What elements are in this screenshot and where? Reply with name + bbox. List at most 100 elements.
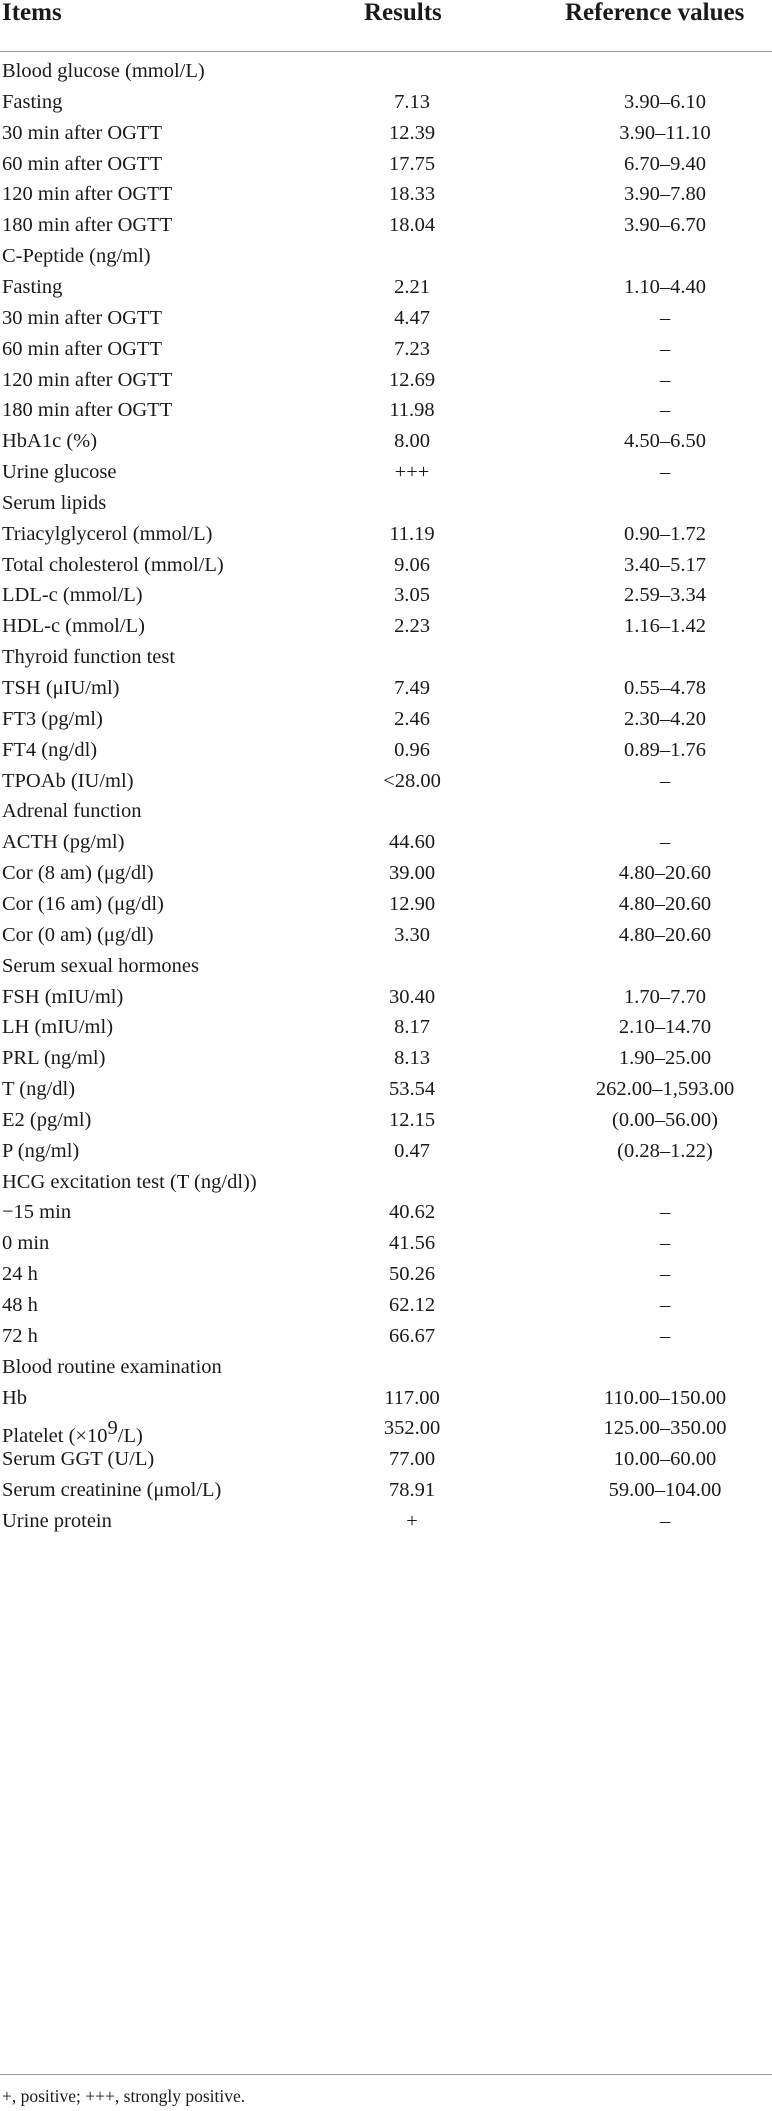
row-result: 0.47 bbox=[394, 1139, 430, 1162]
table-row: Thyroid function test bbox=[0, 637, 772, 678]
row-item: 180 min after OGTT bbox=[2, 399, 173, 422]
table-row: Urine glucose +++ – bbox=[0, 452, 772, 493]
row-item: Blood routine examination bbox=[2, 1355, 222, 1378]
row-item: Urine protein bbox=[2, 1509, 112, 1532]
row-reference-value: 4.80–20.60 bbox=[618, 862, 712, 885]
row-reference-value: 125.00–350.00 bbox=[603, 1417, 727, 1440]
row-reference-value: – bbox=[659, 831, 671, 854]
row-result: +++ bbox=[394, 461, 430, 484]
row-reference-value: – bbox=[659, 1201, 671, 1224]
row-result: <28.00 bbox=[383, 769, 441, 792]
row-reference-value: – bbox=[659, 769, 671, 792]
row-reference-value: 59.00–104.00 bbox=[608, 1479, 722, 1502]
row-reference-value: 4.80–20.60 bbox=[618, 923, 712, 946]
row-item: LDL-c (mmol/L) bbox=[2, 584, 143, 607]
row-reference-value: – bbox=[659, 399, 671, 422]
row-reference-value: 1.10–4.40 bbox=[624, 275, 706, 298]
table-row: 30 min after OGTT 4.47 – bbox=[0, 298, 772, 339]
row-result: + bbox=[406, 1509, 418, 1532]
row-result: 41.56 bbox=[388, 1232, 436, 1255]
table-row: 24 h 50.26 – bbox=[0, 1254, 772, 1295]
row-reference-value: 10.00–60.00 bbox=[613, 1448, 717, 1471]
row-item: C-Peptide (ng/ml) bbox=[2, 245, 151, 268]
table-row: TPOAb (IU/ml) <28.00 – bbox=[0, 761, 772, 802]
table-row: Fasting 7.13 3.90–6.10 bbox=[0, 82, 772, 123]
row-item: 30 min after OGTT bbox=[2, 306, 162, 329]
table-row: 180 min after OGTT 18.04 3.90–6.70 bbox=[0, 205, 772, 246]
row-item: 30 min after OGTT bbox=[2, 121, 162, 144]
row-item: Total cholesterol (mmol/L) bbox=[2, 553, 224, 576]
row-item: Adrenal function bbox=[2, 800, 142, 823]
row-result: 3.05 bbox=[394, 584, 430, 607]
row-reference-value: 3.90–7.80 bbox=[624, 183, 706, 206]
row-item: Triacylglycerol (mmol/L) bbox=[2, 522, 213, 545]
row-result: 50.26 bbox=[388, 1263, 436, 1286]
table-row: Triacylglycerol (mmol/L) 11.19 0.90–1.72 bbox=[0, 514, 772, 555]
row-reference-value: – bbox=[659, 1294, 671, 1316]
table-row: T (ng/dl) 53.54 262.00–1,593.00 bbox=[0, 1069, 772, 1110]
row-item: Serum GGT (U/L) bbox=[2, 1448, 155, 1471]
row-item: Serum sexual hormones bbox=[2, 954, 199, 977]
row-reference-value: 4.80–20.60 bbox=[618, 892, 712, 915]
row-reference-value: – bbox=[659, 337, 671, 360]
row-result: 8.17 bbox=[394, 1016, 430, 1039]
row-item: TSH (μIU/ml) bbox=[2, 677, 120, 699]
row-item: HbA1c (%) bbox=[2, 430, 98, 453]
table-row: Serum lipids bbox=[0, 483, 772, 524]
row-result: 7.23 bbox=[394, 337, 430, 360]
table-row: 60 min after OGTT 7.23 – bbox=[0, 329, 772, 370]
row-result: 53.54 bbox=[388, 1078, 436, 1101]
row-item: T (ng/dl) bbox=[2, 1078, 76, 1101]
row-item: Urine glucose bbox=[2, 461, 117, 484]
row-item: 60 min after OGTT bbox=[2, 152, 162, 175]
row-reference-value: 3.40–5.17 bbox=[624, 553, 706, 576]
table-row: Adrenal function bbox=[0, 791, 772, 832]
row-item: ACTH (pg/ml) bbox=[2, 831, 125, 854]
table-row: HCG excitation test (T (ng/dl)) bbox=[0, 1162, 772, 1203]
table-row: Fasting 2.21 1.10–4.40 bbox=[0, 267, 772, 308]
table-row: LDL-c (mmol/L) 3.05 2.59–3.34 bbox=[0, 575, 772, 616]
row-item: Blood glucose (mmol/L) bbox=[2, 60, 205, 82]
row-item: −15 min bbox=[2, 1201, 72, 1224]
table-row: 0 min 41.56 – bbox=[0, 1223, 772, 1264]
row-reference-value: 3.90–6.10 bbox=[624, 90, 706, 113]
row-item: Serum lipids bbox=[2, 491, 107, 514]
table-row: HDL-c (mmol/L) 2.23 1.16–1.42 bbox=[0, 606, 772, 647]
row-result: 77.00 bbox=[388, 1448, 436, 1471]
row-reference-value: 1.90–25.00 bbox=[618, 1047, 712, 1070]
row-item: HCG excitation test (T (ng/dl)) bbox=[2, 1170, 257, 1193]
row-reference-value: – bbox=[659, 368, 671, 391]
row-reference-value: 262.00–1,593.00 bbox=[595, 1078, 735, 1101]
table-row: 120 min after OGTT 18.33 3.90–7.80 bbox=[0, 174, 772, 215]
header-divider bbox=[0, 51, 772, 52]
row-item: Platelet (×109/L) bbox=[2, 1417, 143, 1448]
table-row: 72 h 66.67 – bbox=[0, 1316, 772, 1357]
row-reference-value: 2.59–3.34 bbox=[624, 584, 706, 607]
row-item: HDL-c (mmol/L) bbox=[2, 615, 145, 638]
row-reference-value: 4.50–6.50 bbox=[624, 430, 706, 453]
row-result: 12.69 bbox=[388, 368, 436, 391]
row-reference-value: – bbox=[659, 1263, 671, 1286]
row-item: PRL (ng/ml) bbox=[2, 1047, 106, 1070]
table-row: E2 (pg/ml) 12.15 (0.00–56.00) bbox=[0, 1100, 772, 1141]
row-item: TPOAb (IU/ml) bbox=[2, 769, 134, 792]
row-item: 48 h bbox=[2, 1294, 38, 1316]
table-row: Total cholesterol (mmol/L) 9.06 3.40–5.17 bbox=[0, 545, 772, 586]
row-result: 8.13 bbox=[394, 1047, 430, 1070]
row-reference-value: 3.90–11.10 bbox=[619, 121, 711, 144]
row-result: 2.46 bbox=[394, 707, 430, 730]
row-item: P (ng/ml) bbox=[2, 1139, 80, 1162]
table-row: Cor (0 am) (μg/dl) 3.30 4.80–20.60 bbox=[0, 915, 772, 956]
table-row: Platelet (×109/L) 352.00 125.00–350.00 bbox=[0, 1408, 772, 1449]
table-row: ACTH (pg/ml) 44.60 – bbox=[0, 822, 772, 863]
row-result: 352.00 bbox=[383, 1417, 441, 1440]
row-reference-value: 3.90–6.70 bbox=[624, 214, 706, 237]
row-result: 2.21 bbox=[394, 275, 430, 298]
table-row: 30 min after OGTT 12.39 3.90–11.10 bbox=[0, 113, 772, 154]
row-result: 9.06 bbox=[394, 553, 430, 576]
table-row: PRL (ng/ml) 8.13 1.90–25.00 bbox=[0, 1038, 772, 1079]
row-result: 12.39 bbox=[388, 121, 436, 144]
row-result: 66.67 bbox=[388, 1324, 436, 1347]
row-result: 7.49 bbox=[394, 677, 430, 699]
header-items: Items bbox=[2, 0, 62, 26]
